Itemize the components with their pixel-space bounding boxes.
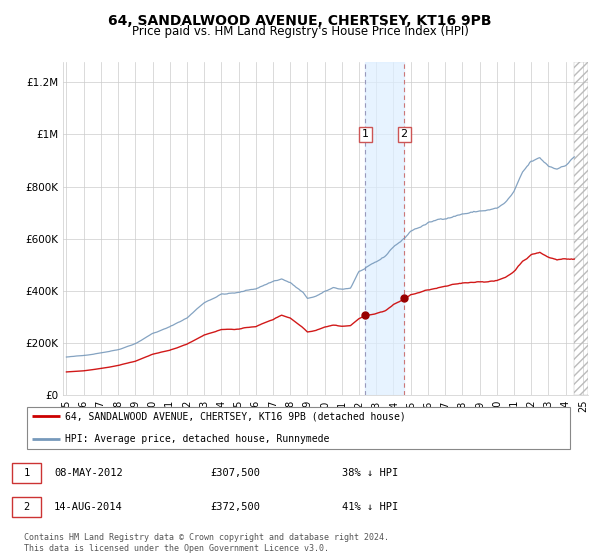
Text: Price paid vs. HM Land Registry's House Price Index (HPI): Price paid vs. HM Land Registry's House … xyxy=(131,25,469,38)
Text: HPI: Average price, detached house, Runnymede: HPI: Average price, detached house, Runn… xyxy=(65,435,330,444)
Bar xyxy=(365,62,404,395)
Text: 64, SANDALWOOD AVENUE, CHERTSEY, KT16 9PB: 64, SANDALWOOD AVENUE, CHERTSEY, KT16 9P… xyxy=(108,14,492,28)
Text: 41% ↓ HPI: 41% ↓ HPI xyxy=(342,502,398,512)
FancyBboxPatch shape xyxy=(27,407,571,449)
Text: 1: 1 xyxy=(362,129,369,139)
Text: 08-MAY-2012: 08-MAY-2012 xyxy=(54,468,123,478)
Text: £372,500: £372,500 xyxy=(210,502,260,512)
Text: £307,500: £307,500 xyxy=(210,468,260,478)
Text: 38% ↓ HPI: 38% ↓ HPI xyxy=(342,468,398,478)
Text: 64, SANDALWOOD AVENUE, CHERTSEY, KT16 9PB (detached house): 64, SANDALWOOD AVENUE, CHERTSEY, KT16 9P… xyxy=(65,412,406,421)
Text: 2: 2 xyxy=(401,129,408,139)
Text: 1: 1 xyxy=(23,468,29,478)
Text: Contains HM Land Registry data © Crown copyright and database right 2024.
This d: Contains HM Land Registry data © Crown c… xyxy=(24,533,389,553)
Text: 2: 2 xyxy=(23,502,29,512)
Text: 14-AUG-2014: 14-AUG-2014 xyxy=(54,502,123,512)
